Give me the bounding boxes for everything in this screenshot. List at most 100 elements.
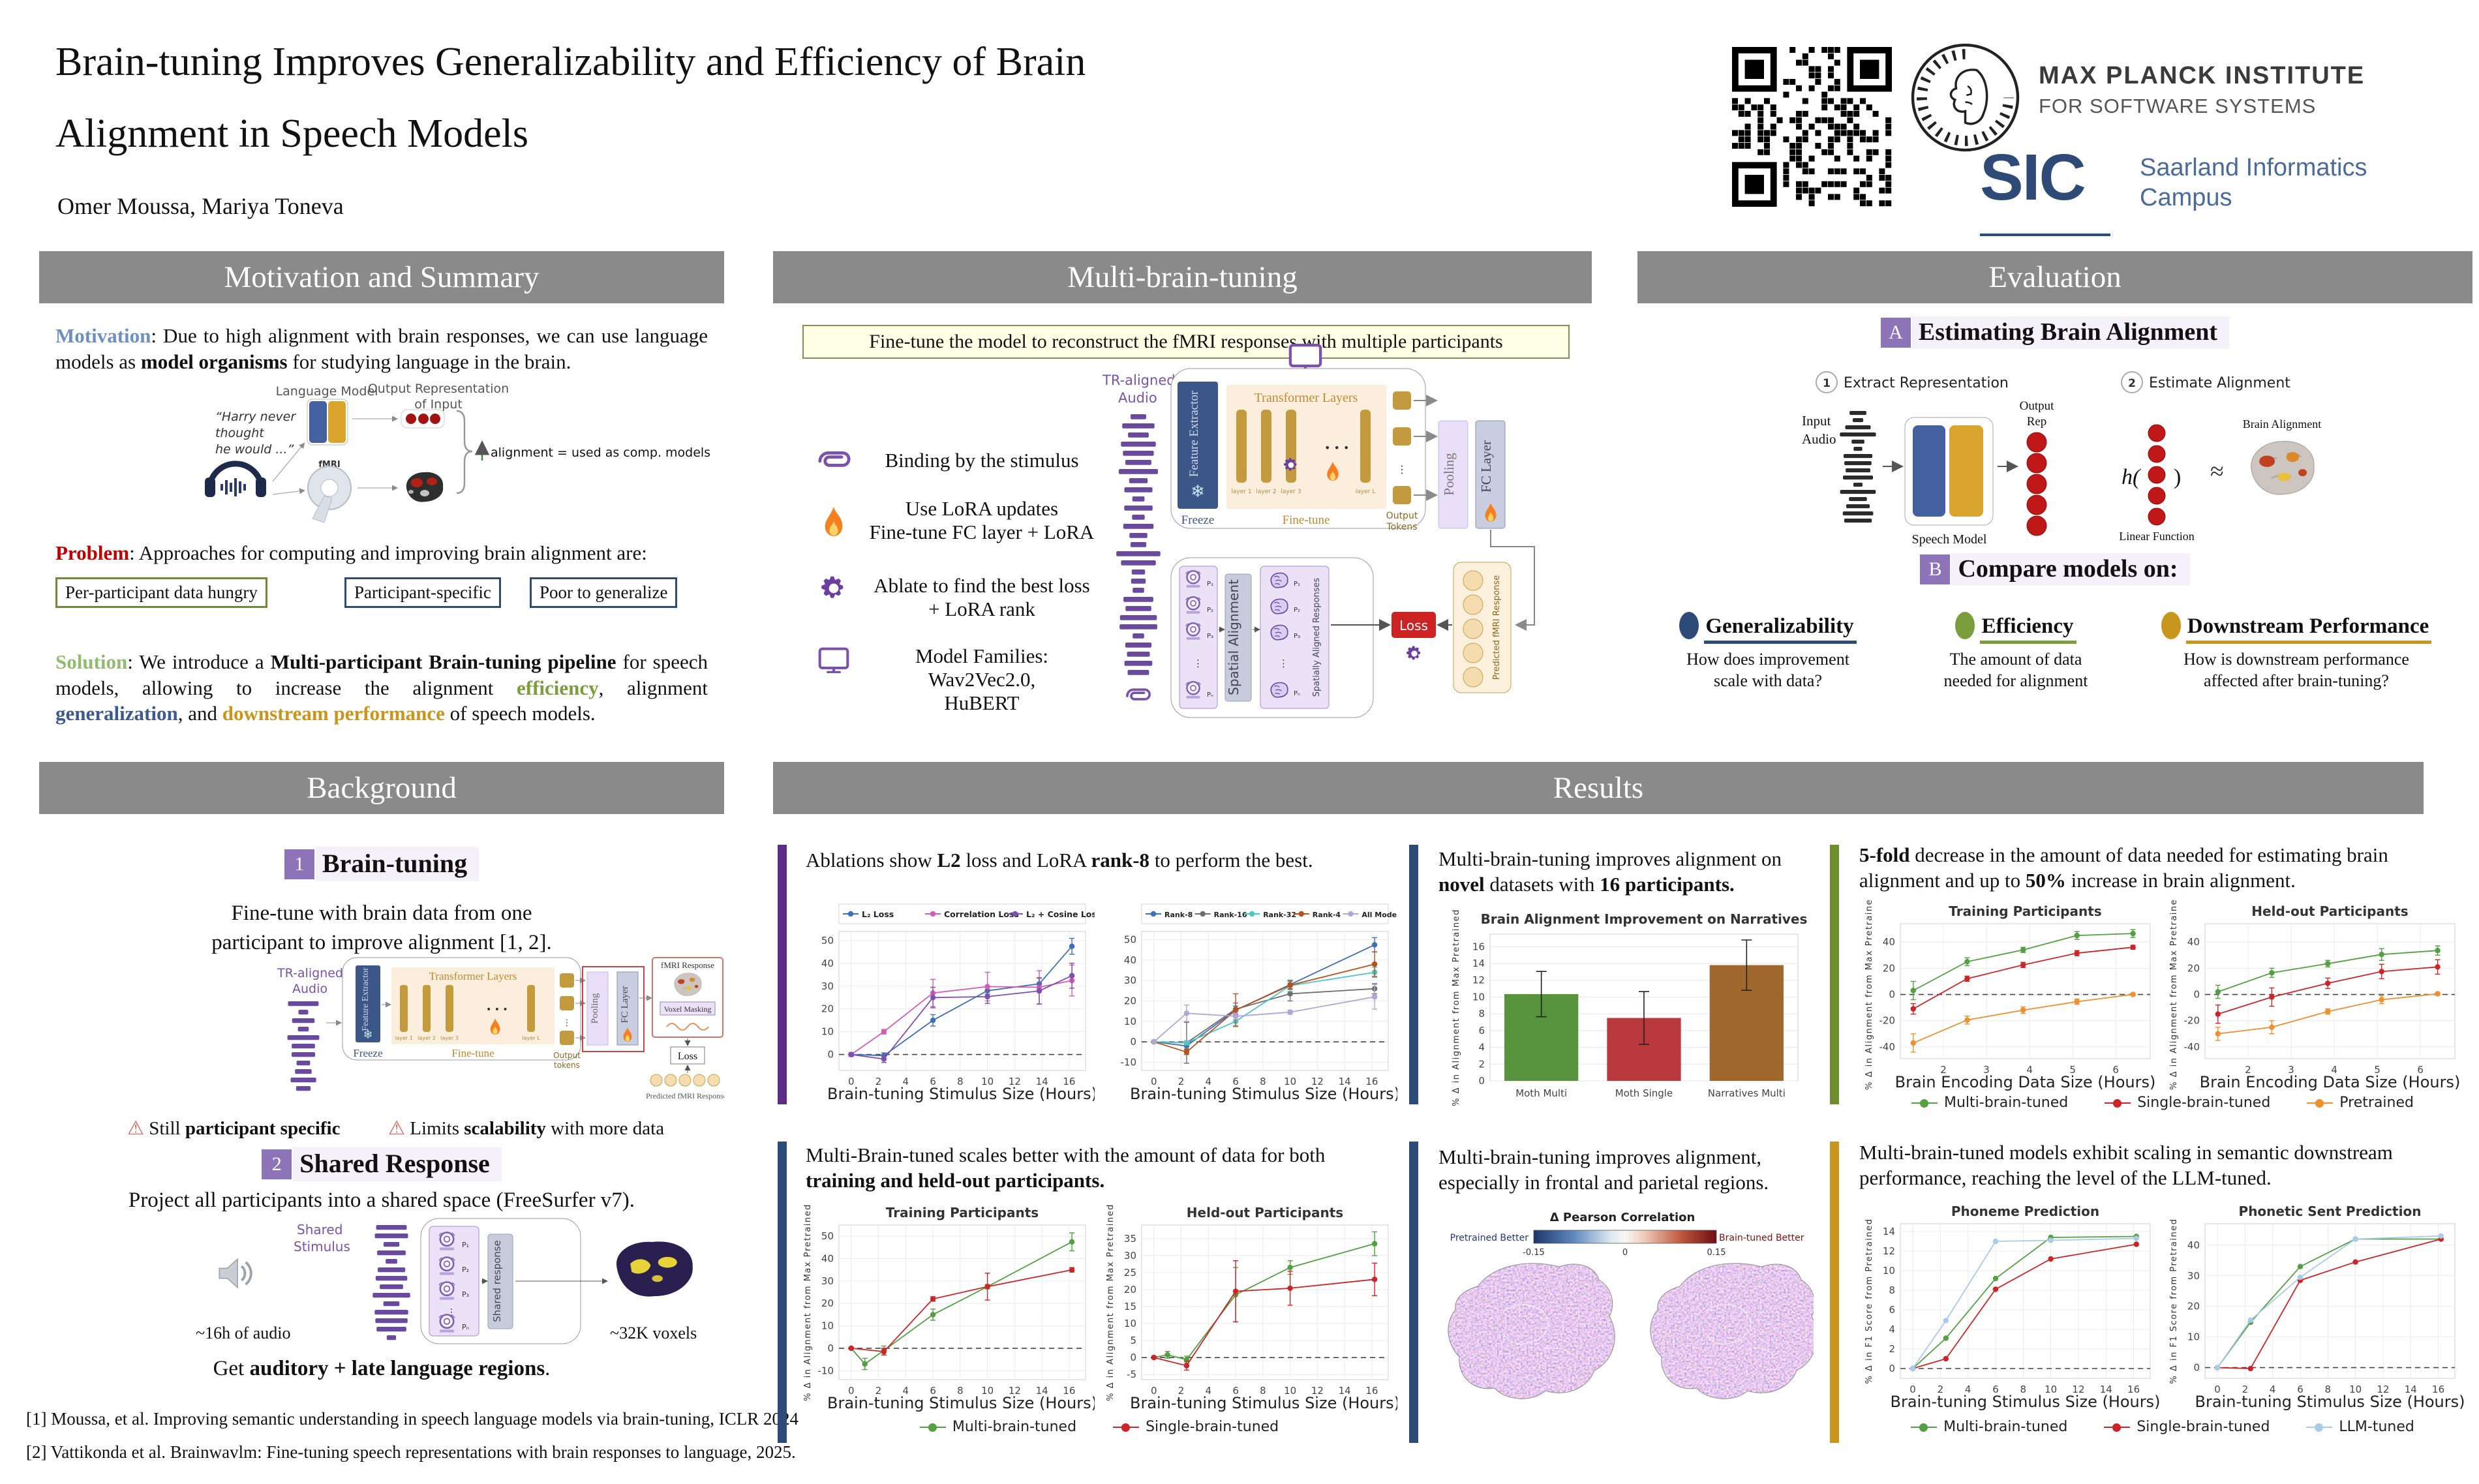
svg-text:40: 40 <box>2187 1239 2200 1251</box>
svg-text:2: 2 <box>875 1076 882 1087</box>
svg-text:40: 40 <box>1883 936 1895 948</box>
svg-text:6: 6 <box>1889 1304 1895 1316</box>
output-rep-dots <box>401 409 445 429</box>
reference-1: [1] Moussa, et al. Improving semantic un… <box>26 1409 798 1429</box>
svg-text:2: 2 <box>2128 377 2136 390</box>
svg-text:10: 10 <box>981 1076 994 1087</box>
svg-text:Brain-tuning Stimulus Size (Ho: Brain-tuning Stimulus Size (Hours) <box>2195 1393 2465 1411</box>
binding-icon <box>820 453 849 465</box>
svg-text:Speech Model: Speech Model <box>1912 532 1987 547</box>
svg-text:Loss: Loss <box>678 1051 697 1062</box>
svg-text:⋮: ⋮ <box>1397 463 1407 476</box>
problem-line: Problem: Approaches for computing and im… <box>55 541 647 564</box>
speech-model-block <box>1904 417 1994 526</box>
svg-text:0: 0 <box>848 1385 855 1397</box>
legend-item: Single-brain-tuned <box>2104 1419 2270 1435</box>
panel4-title: Multi-Brain-tuned scales better with the… <box>806 1143 1326 1192</box>
input-audio-waveform <box>1840 411 1876 523</box>
scanner-responses-box: P₁ P₂ P₃ ⋮ Pₙ <box>1179 566 1218 709</box>
svg-text:Voxel Masking: Voxel Masking <box>664 1005 712 1014</box>
svg-text:Phoneme Prediction: Phoneme Prediction <box>1951 1204 2099 1219</box>
legend-downstream: Multi-brain-tuned Single-brain-tuned LLM-t… <box>1859 1419 2466 1435</box>
accent-bar-efficiency <box>1830 845 1839 1104</box>
svg-text:Transformer Layers: Transformer Layers <box>1255 391 1358 405</box>
svg-text:30: 30 <box>821 980 834 992</box>
legend-scaling: Multi-brain-tuned Single-brain-tuned <box>802 1419 1396 1435</box>
svg-text:⋮: ⋮ <box>563 1018 571 1028</box>
svg-text:16: 16 <box>1063 1385 1075 1397</box>
svg-text:40: 40 <box>821 958 834 969</box>
multi-transformer-layers: Transformer Layers • • • layer 1 layer 2… <box>1226 385 1386 509</box>
fmri-scanner-icon: fMRI <box>307 460 352 523</box>
svg-text:14: 14 <box>1036 1385 1048 1397</box>
shared-response-block: Shared response <box>487 1234 513 1329</box>
svg-text:35: 35 <box>1124 1233 1136 1245</box>
svg-text:30: 30 <box>1124 1250 1136 1262</box>
svg-text:12: 12 <box>1472 975 1485 986</box>
legend-item: Single-brain-tuned <box>1113 1419 1279 1435</box>
svg-text:10: 10 <box>1124 1016 1136 1027</box>
page-title: Brain-tuning Improves Generalizability a… <box>55 26 1621 170</box>
multi-output-tokens: ⋮ Output Tokens <box>1386 391 1418 532</box>
svg-text:Predicted fMRI Response: Predicted fMRI Response <box>646 1091 724 1100</box>
section-background-header: Background <box>39 762 724 814</box>
svg-text:Brain Alignment Improvement on: Brain Alignment Improvement on Narrative… <box>1481 911 1807 927</box>
svg-text:10: 10 <box>1883 1265 1895 1277</box>
accent-bar-downstream <box>1830 1142 1839 1443</box>
svg-text:8: 8 <box>2325 1384 2332 1395</box>
svg-text:40: 40 <box>1124 954 1136 966</box>
svg-text:% Δ in Alignment from Max Pret: % Δ in Alignment from Max Pretrained <box>2169 900 2179 1090</box>
svg-text:8: 8 <box>1478 1008 1485 1020</box>
qr-code <box>1732 47 1892 207</box>
svg-text:Rank-8: Rank-8 <box>1164 911 1193 919</box>
panel3-title: 5-fold decrease in the amount of data ne… <box>1859 843 2388 892</box>
svg-text:2: 2 <box>2245 1064 2251 1076</box>
svg-text:% Δ in Alignment from Max Pret: % Δ in Alignment from Max Pretrained <box>1106 1204 1116 1401</box>
svg-text:6: 6 <box>1232 1076 1239 1087</box>
svg-text:8: 8 <box>1260 1385 1266 1397</box>
svg-text:12: 12 <box>1311 1385 1324 1397</box>
svg-text:5: 5 <box>2374 1064 2380 1076</box>
flatmap-left <box>1448 1263 1615 1399</box>
svg-text:% Δ in Alignment from Max Pret: % Δ in Alignment from Max Pretrained <box>1452 909 1461 1106</box>
legend-item: Multi-brain-tuned <box>1911 1419 2067 1435</box>
pooling-block: Pooling <box>586 971 609 1046</box>
svg-text:Brain-tuning Stimulus Size (Ho: Brain-tuning Stimulus Size (Hours) <box>827 1394 1095 1412</box>
svg-text:14: 14 <box>1472 958 1485 969</box>
svg-text:5: 5 <box>1130 1335 1136 1346</box>
svg-text:Tokens: Tokens <box>1386 522 1417 532</box>
chart-ablation-loss: 0 2 4 6 8 10 12 14 16 0 10 20 30 40 50 L₂ Loss Correlati… <box>821 903 1095 1103</box>
background-heading-2: 2 Shared Response <box>39 1147 724 1181</box>
svg-text:Extract Representation: Extract Representation <box>1844 375 2009 391</box>
svg-text:FC Layer: FC Layer <box>620 986 630 1023</box>
section-results-header: Results <box>773 762 2424 814</box>
svg-text:P₁: P₁ <box>1294 581 1300 588</box>
svg-text:14: 14 <box>2100 1384 2112 1395</box>
snowflake-icon: ❄ <box>1191 482 1205 501</box>
svg-text:3: 3 <box>2288 1064 2294 1076</box>
svg-text:10: 10 <box>2349 1384 2362 1395</box>
svg-text:P₃: P₃ <box>462 1290 469 1299</box>
legend-item: Multi-brain-tuned <box>1911 1095 2068 1111</box>
brain-flatmaps-figure: Δ Pearson Correlation Pretrained Better … <box>1448 1211 1814 1399</box>
participants-box: P₁ P₂ P₃ ⋮ Pₙ <box>429 1226 479 1337</box>
shared-space-text: Project all participants into a shared s… <box>128 1189 635 1212</box>
reference-2: [2] Vattikonda et al. Brainwavlm: Fine-t… <box>26 1442 796 1462</box>
svg-text:14: 14 <box>1339 1076 1351 1087</box>
legend-item: Pretrained <box>2307 1095 2414 1111</box>
svg-text:16: 16 <box>2432 1384 2444 1395</box>
chart-scaling-heldout: 0 2 4 6 8 10 12 14 16 -5 0 5 10 15 20 25 30 35 Held-out Pa… <box>1106 1204 1397 1412</box>
svg-text:Pretrained Better: Pretrained Better <box>1450 1233 1529 1243</box>
svg-text:All Model: All Model <box>1361 911 1397 919</box>
svg-text:Rep: Rep <box>2027 415 2047 429</box>
svg-text:Narratives Multi: Narratives Multi <box>1708 1087 1786 1099</box>
svg-text:layer 1: layer 1 <box>1231 489 1251 495</box>
svg-text:6: 6 <box>1232 1385 1239 1397</box>
brain-activation-image <box>406 472 444 502</box>
fmri-response-box: fMRI Response Voxel Masking <box>652 957 723 1038</box>
svg-text:Held-out Participants: Held-out Participants <box>1187 1205 1343 1220</box>
svg-text:Δ Pearson Correlation: Δ Pearson Correlation <box>1550 1211 1696 1224</box>
svg-text:15: 15 <box>1124 1301 1136 1312</box>
svg-text:16: 16 <box>1365 1076 1378 1087</box>
lora-flame-icon <box>825 507 843 536</box>
